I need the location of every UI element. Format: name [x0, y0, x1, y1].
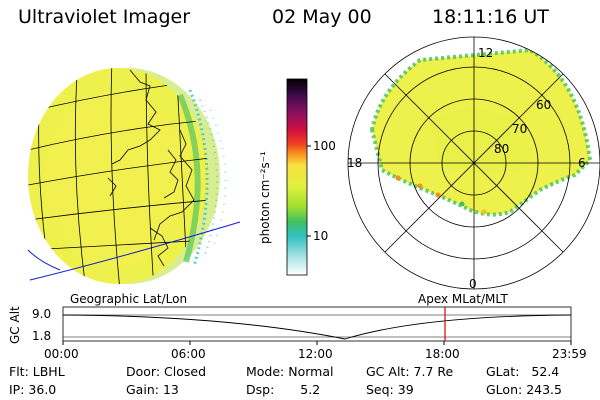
- date-label: 02 May 00: [272, 6, 372, 28]
- earth-disk-image: [27, 68, 241, 284]
- timeline-left-label: Geographic Lat/Lon: [70, 292, 188, 306]
- timeline-x-tick-label: 00:00: [44, 347, 79, 361]
- mlt-label-6: 6: [578, 156, 586, 170]
- info-ip: IP: 36.0: [9, 382, 57, 397]
- altitude-curve: [62, 314, 572, 340]
- info-seq: Seq: 39: [366, 382, 414, 397]
- auroral-image: [369, 47, 593, 217]
- colorbar: [286, 78, 308, 276]
- info-mode: Mode: Normal: [246, 364, 334, 379]
- colorbar-tick-label-10: 10: [313, 229, 329, 243]
- mlt-label-18: 18: [347, 156, 363, 170]
- timeline-frame: [62, 306, 572, 342]
- lat-label-60: 60: [536, 98, 552, 112]
- timeline-x-tick-label: 12:00: [298, 347, 333, 361]
- mlt-label-12: 12: [478, 46, 494, 60]
- timeline-x-tick-label: 23:59: [552, 347, 587, 361]
- colorbar-tick-label-100: 100: [313, 139, 336, 153]
- info-glon: GLon: 243.5: [486, 382, 562, 397]
- time-label: 18:11:16 UT: [432, 6, 549, 28]
- instrument-title: Ultraviolet Imager: [18, 6, 191, 28]
- info-door: Door: Closed: [126, 364, 207, 379]
- projection-lines: [27, 221, 241, 281]
- info-glat: GLat: 52.4: [486, 364, 560, 379]
- polar-plot: [347, 36, 600, 290]
- lat-label-80: 80: [494, 142, 510, 156]
- timeline-right-label: Apex MLat/MLT: [418, 292, 508, 306]
- timeline-x-tick-label: 06:00: [171, 347, 206, 361]
- altitude-timeline: [62, 306, 572, 345]
- timeline-y-tick-1-8: 1.8: [32, 329, 52, 343]
- info-gain: Gain: 13: [126, 382, 179, 397]
- timeline-x-tick-label: 18:00: [425, 347, 460, 361]
- colorbar-unit-label: photon cm⁻²s⁻¹: [258, 151, 272, 244]
- info-dsp: Dsp: 5.2: [246, 382, 321, 397]
- lat-label-70: 70: [512, 122, 528, 136]
- timeline-y-tick-9: 9.0: [32, 307, 52, 321]
- info-filter: Flt: LBHL: [9, 364, 65, 379]
- info-gc-alt: GC Alt: 7.7 Re: [366, 364, 454, 379]
- mlt-label-0: 0: [469, 277, 477, 291]
- timeline-axis-label: GC Alt: [8, 306, 22, 344]
- coastlines: [107, 69, 195, 267]
